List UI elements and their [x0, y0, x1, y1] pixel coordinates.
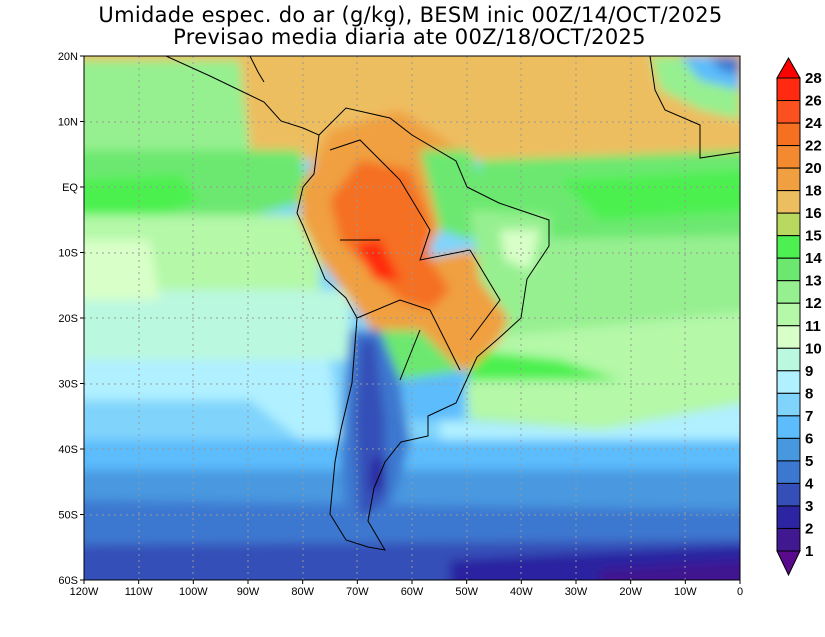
colorbar-box [776, 190, 801, 214]
colorbar-box [776, 77, 801, 102]
lat-label: 30S [58, 379, 78, 391]
lat-label: 50S [58, 510, 78, 522]
colorbar-box [776, 437, 801, 462]
colorbar-label: 10 [805, 340, 822, 357]
colorbar-box [776, 302, 801, 327]
colorbar-box [776, 122, 801, 147]
lon-label: 70W [346, 586, 369, 598]
lon-label: 30W [565, 586, 588, 598]
colorbar: 28 26 24 22 20 18 16 15 14 13 12 11 10 9 8 7 6 5 4 3 2 1 [776, 56, 822, 577]
colorbar-label: 26 [805, 93, 822, 110]
lon-label: 10W [674, 586, 697, 598]
colorbar-box [776, 235, 801, 259]
colorbar-box [776, 167, 801, 192]
colorbar-label: 18 [805, 183, 822, 200]
colorbar-label: 22 [805, 138, 822, 155]
humidity-field [84, 56, 740, 580]
colorbar-label: 20 [805, 160, 822, 177]
lon-label: 20W [619, 586, 642, 598]
lon-label: 90W [237, 586, 260, 598]
colorbar-label: 8 [805, 385, 813, 402]
colorbar-label: 1 [805, 543, 813, 560]
colorbar-label: 3 [805, 498, 813, 515]
colorbar-label: 16 [805, 205, 822, 222]
colorbar-label: 13 [805, 273, 822, 290]
colorbar-label: 14 [805, 250, 822, 267]
coastlines [165, 56, 740, 551]
lon-label: 80W [291, 586, 314, 598]
lat-label: 20S [58, 313, 78, 325]
colorbar-box [776, 482, 801, 507]
colorbar-label: 24 [805, 115, 822, 132]
lon-label: 60W [401, 586, 424, 598]
lon-label: 120W [70, 586, 99, 598]
colorbar-label: 5 [805, 453, 813, 470]
colorbar-box [776, 527, 801, 552]
colorbar-box [776, 415, 801, 439]
map-title: Umidade espec. do ar (g/kg), BESM inic 0… [98, 3, 723, 27]
map-subtitle: Previsao media diaria ate 00Z/18/OCT/202… [173, 25, 646, 49]
colorbar-label: 11 [805, 318, 821, 335]
colorbar-label: 6 [805, 430, 813, 447]
grid-lines [84, 56, 740, 580]
colorbar-under-triangle [776, 550, 801, 577]
lon-label: 100W [179, 586, 208, 598]
colorbar-label: 7 [805, 408, 813, 425]
lon-label: 40W [510, 586, 533, 598]
colorbar-box [776, 460, 801, 484]
lat-label: 60S [58, 575, 78, 587]
lat-label: 10N [58, 117, 78, 129]
colorbar-label: 4 [805, 475, 814, 492]
lat-label: 20N [58, 51, 78, 63]
colorbar-box [776, 505, 801, 529]
colorbar-label: 2 [805, 520, 813, 537]
colorbar-box [776, 212, 801, 237]
colorbar-box [776, 100, 801, 124]
colorbar-box [776, 347, 801, 372]
colorbar-box [776, 280, 801, 304]
colorbar-box [776, 392, 801, 417]
lon-label: 110W [125, 586, 154, 598]
colorbar-label: 9 [805, 363, 813, 380]
colorbar-label: 28 [805, 70, 822, 87]
colorbar-label: 12 [805, 295, 822, 312]
colorbar-box [776, 370, 801, 394]
colorbar-label: 15 [805, 228, 822, 245]
lat-label: 10S [58, 248, 78, 260]
lat-label: 40S [58, 444, 78, 456]
colorbar-box [776, 145, 801, 169]
lat-label: EQ [62, 182, 78, 194]
lon-label: 50W [455, 586, 478, 598]
lon-label: 0 [737, 586, 743, 598]
colorbar-box [776, 325, 801, 349]
colorbar-box [776, 257, 801, 282]
colorbar-over-triangle [776, 56, 801, 79]
